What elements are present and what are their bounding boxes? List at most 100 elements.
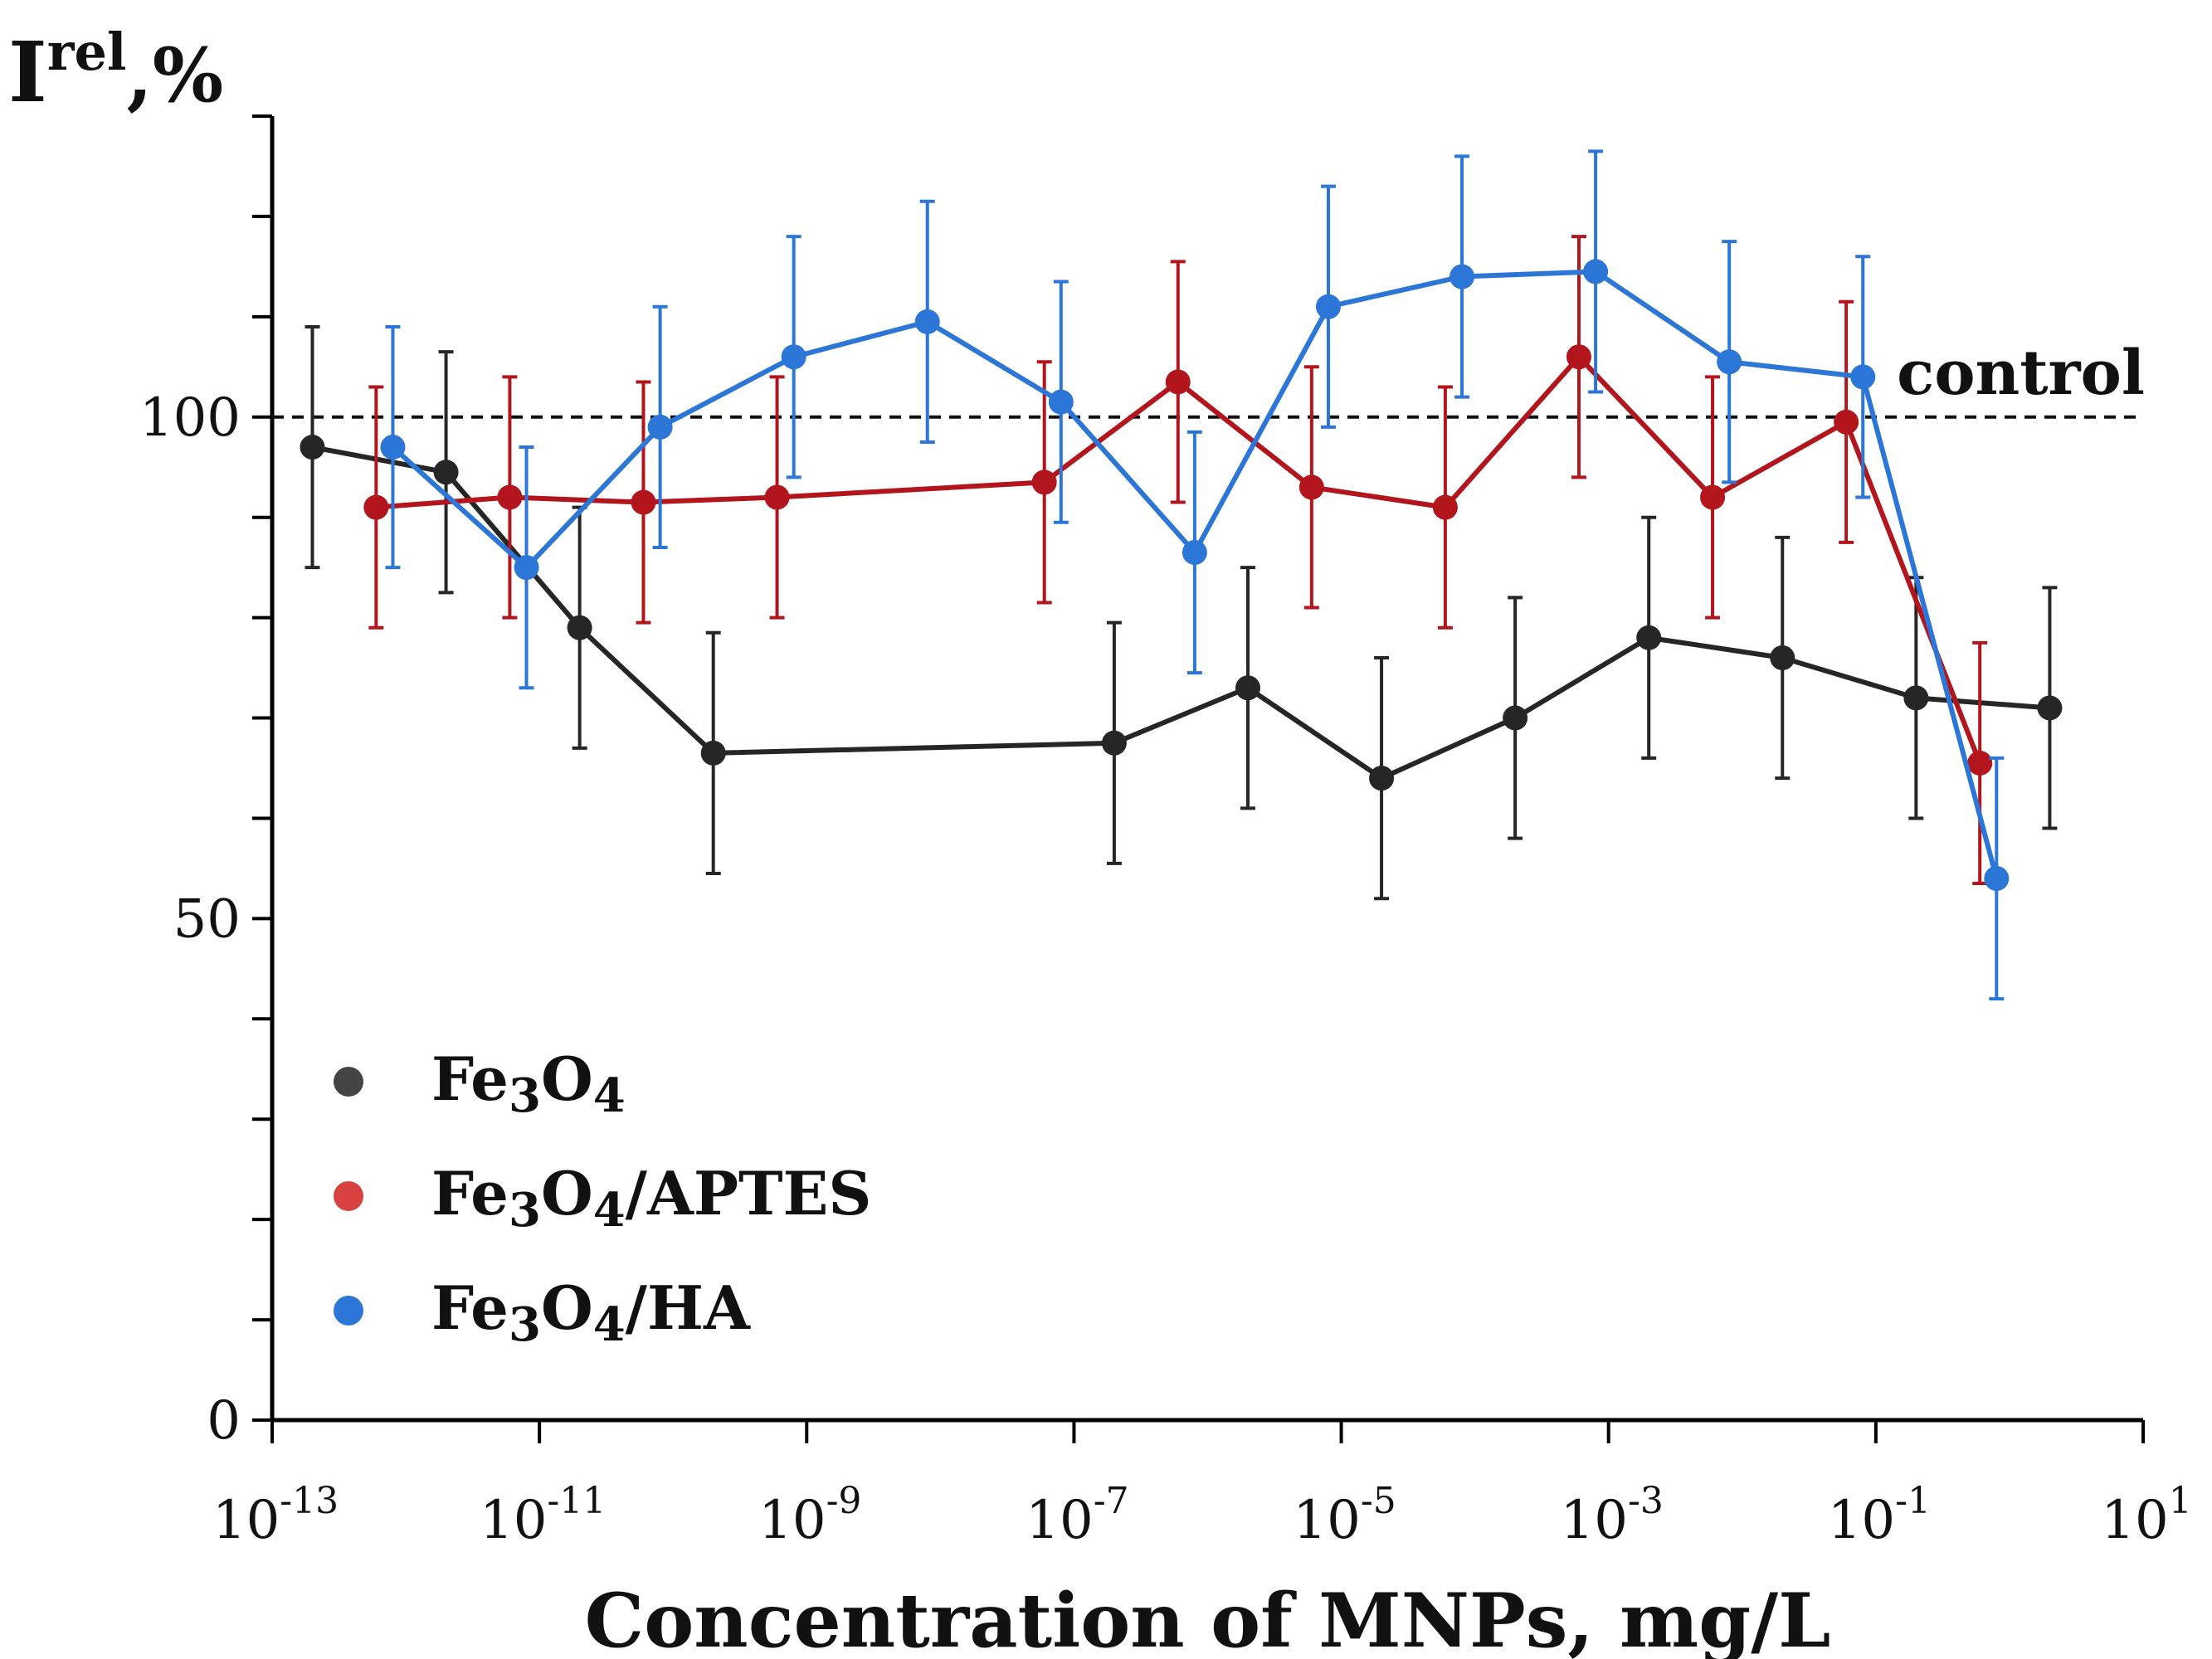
legend-text-part: Fe bbox=[431, 1272, 509, 1343]
x-tick-base: 10 bbox=[1828, 1490, 1895, 1551]
data-point bbox=[2037, 695, 2063, 721]
legend-marker bbox=[334, 1067, 363, 1097]
y-axis-title-suffix: ,% bbox=[126, 32, 223, 119]
x-tick-label: 10-13 bbox=[212, 1480, 339, 1551]
data-point bbox=[647, 414, 673, 440]
x-tick-label: 10-3 bbox=[1561, 1480, 1664, 1551]
data-point bbox=[1834, 409, 1859, 435]
x-tick-exponent: 1 bbox=[2169, 1480, 2192, 1522]
data-point bbox=[1048, 389, 1074, 415]
series-1 bbox=[300, 324, 2063, 901]
legend-text-part: Fe bbox=[431, 1158, 509, 1228]
legend-text-part: O bbox=[541, 1272, 593, 1343]
y-axis-title-superscript: rel bbox=[47, 22, 127, 82]
x-tick-label: 10-1 bbox=[1828, 1480, 1931, 1551]
data-point bbox=[363, 494, 389, 520]
control-label: control bbox=[1897, 338, 2145, 409]
data-point bbox=[1850, 364, 1876, 390]
x-tick-label: 10-9 bbox=[758, 1480, 861, 1551]
y-tick-label: 0 bbox=[207, 1390, 241, 1452]
x-tick-label: 10-7 bbox=[1026, 1480, 1128, 1551]
series-line bbox=[311, 445, 2050, 781]
data-point bbox=[1298, 474, 1324, 500]
x-tick-exponent: -7 bbox=[1094, 1480, 1129, 1522]
x-tick-exponent: -11 bbox=[547, 1480, 606, 1522]
data-point bbox=[1235, 675, 1260, 701]
data-point bbox=[1503, 705, 1528, 731]
x-tick-base: 10 bbox=[1026, 1490, 1093, 1551]
data-point bbox=[497, 484, 523, 510]
data-point bbox=[1583, 259, 1609, 285]
data-point bbox=[1967, 750, 1993, 776]
legend-subscript: 4 bbox=[593, 1297, 626, 1352]
legend-marker bbox=[334, 1181, 363, 1211]
data-point bbox=[1432, 494, 1458, 520]
legend-label: Fe3O4/APTES bbox=[431, 1158, 871, 1238]
x-tick-exponent: -13 bbox=[280, 1480, 339, 1522]
data-point bbox=[1315, 294, 1341, 319]
x-tick-base: 10 bbox=[2101, 1490, 2168, 1551]
data-point bbox=[1717, 349, 1742, 375]
axis-titles: Concentration of MNPs, mg/L Irel,% bbox=[8, 22, 1830, 1659]
data-point bbox=[433, 460, 459, 485]
x-tick-exponent: -3 bbox=[1628, 1480, 1664, 1522]
data-point bbox=[1636, 625, 1662, 650]
legend-text-part: /HA bbox=[626, 1272, 751, 1343]
legend-label: Fe3O4/HA bbox=[431, 1272, 751, 1352]
axes bbox=[270, 116, 2143, 1423]
x-tick-label: 101 bbox=[2101, 1480, 2191, 1551]
legend-subscript: 4 bbox=[593, 1068, 626, 1123]
legend-text-part: O bbox=[541, 1044, 593, 1114]
data-point bbox=[300, 435, 325, 460]
data-point bbox=[914, 309, 940, 334]
control-reference: control bbox=[272, 338, 2145, 419]
y-axis-title: Irel,% bbox=[8, 22, 223, 121]
data-point bbox=[1182, 540, 1207, 566]
x-tick-base: 10 bbox=[1561, 1490, 1628, 1551]
series-3 bbox=[380, 149, 2010, 1001]
data-point bbox=[1984, 866, 2010, 892]
data-point bbox=[1903, 685, 1929, 711]
series-2 bbox=[363, 235, 1993, 886]
data-point bbox=[567, 615, 592, 640]
x-tick-exponent: -1 bbox=[1895, 1480, 1931, 1522]
series-layer bbox=[300, 149, 2063, 1001]
y-tick-label: 100 bbox=[139, 387, 241, 449]
x-tick-exponent: -5 bbox=[1361, 1480, 1396, 1522]
data-point bbox=[1700, 484, 1726, 510]
x-tick-base: 10 bbox=[480, 1490, 547, 1551]
data-point bbox=[1031, 469, 1057, 495]
legend-subscript: 4 bbox=[593, 1183, 626, 1238]
tick-marks bbox=[252, 114, 2145, 1443]
data-point bbox=[700, 740, 726, 766]
legend-subscript: 3 bbox=[509, 1068, 541, 1123]
data-point bbox=[631, 489, 656, 515]
legend-subscript: 3 bbox=[509, 1297, 541, 1352]
data-point bbox=[514, 555, 539, 581]
y-tick-label: 50 bbox=[173, 888, 241, 950]
series-line bbox=[376, 354, 1982, 765]
x-tick-label: 10-5 bbox=[1293, 1480, 1396, 1551]
data-point bbox=[1369, 766, 1395, 791]
legend-text-part: O bbox=[541, 1158, 593, 1228]
x-tick-exponent: -9 bbox=[826, 1480, 862, 1522]
data-point bbox=[1566, 344, 1591, 370]
x-tick-base: 10 bbox=[212, 1490, 280, 1551]
legend-text-part: /APTES bbox=[626, 1158, 872, 1228]
data-point bbox=[1449, 264, 1475, 289]
legend-label: Fe3O4 bbox=[431, 1044, 626, 1123]
x-axis-title: Concentration of MNPs, mg/L bbox=[585, 1577, 1831, 1659]
data-point bbox=[1770, 645, 1795, 670]
data-point bbox=[781, 344, 806, 370]
data-point bbox=[380, 435, 406, 460]
legend-marker bbox=[334, 1296, 363, 1326]
data-point bbox=[1101, 730, 1127, 756]
legend-text-part: Fe bbox=[431, 1044, 509, 1114]
legend-subscript: 3 bbox=[509, 1183, 541, 1238]
data-point bbox=[764, 484, 790, 510]
x-tick-label: 10-11 bbox=[480, 1480, 606, 1551]
data-point bbox=[1165, 369, 1191, 395]
